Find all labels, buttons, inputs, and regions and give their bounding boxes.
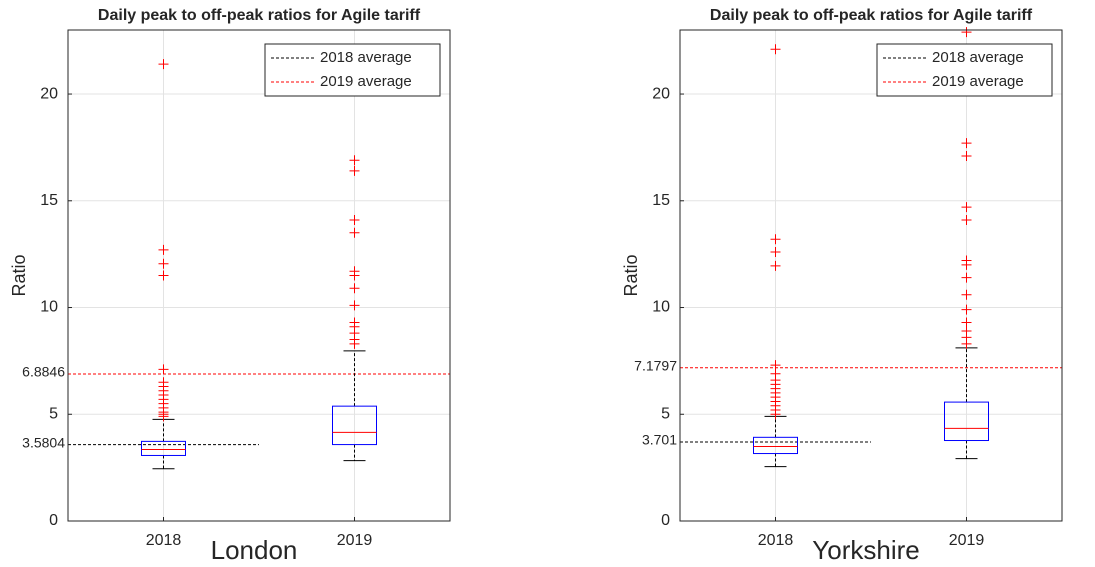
legend-box bbox=[876, 43, 1053, 97]
outlier bbox=[158, 244, 169, 255]
y-axis-label: Ratio bbox=[621, 254, 641, 296]
outlier bbox=[158, 364, 169, 375]
outlier bbox=[158, 59, 169, 70]
y-tick-label: 15 bbox=[40, 192, 58, 209]
outlier bbox=[770, 44, 781, 55]
y-tick-label: 20 bbox=[652, 85, 670, 102]
outlier bbox=[349, 165, 360, 176]
legend-label: 2018 average bbox=[320, 49, 412, 66]
outlier bbox=[961, 138, 972, 149]
box bbox=[753, 436, 798, 455]
outlier bbox=[349, 338, 360, 349]
outlier bbox=[770, 260, 781, 271]
y-tick-label: 0 bbox=[49, 512, 58, 529]
y-tick-label: 20 bbox=[40, 85, 58, 102]
outlier bbox=[158, 258, 169, 269]
axes-frame bbox=[679, 29, 1063, 522]
y-tick-label: 10 bbox=[652, 299, 670, 316]
caption: Yorkshire bbox=[812, 535, 919, 565]
outlier bbox=[961, 150, 972, 161]
outlier bbox=[349, 155, 360, 166]
axes-frame bbox=[67, 29, 451, 522]
outlier bbox=[349, 300, 360, 311]
box bbox=[332, 405, 377, 446]
y-tick-label: 5 bbox=[49, 405, 58, 422]
outlier bbox=[770, 247, 781, 258]
outlier bbox=[770, 360, 781, 371]
x-tick-label: 2018 bbox=[758, 532, 794, 549]
outlier bbox=[961, 214, 972, 225]
outlier bbox=[349, 283, 360, 294]
reference-label: 7.1797 bbox=[634, 357, 677, 373]
outlier bbox=[349, 227, 360, 238]
box bbox=[141, 440, 186, 456]
legend-label: 2019 average bbox=[320, 73, 412, 90]
legend-label: 2019 average bbox=[932, 73, 1024, 90]
outlier bbox=[158, 270, 169, 281]
y-tick-label: 10 bbox=[40, 299, 58, 316]
reference-label: 6.8846 bbox=[22, 364, 65, 380]
outlier bbox=[961, 304, 972, 315]
y-tick-label: 5 bbox=[661, 405, 670, 422]
x-tick-label: 2019 bbox=[949, 532, 985, 549]
caption: London bbox=[211, 535, 298, 565]
outlier bbox=[770, 409, 781, 420]
y-axis-label: Ratio bbox=[9, 254, 29, 296]
outlier bbox=[961, 289, 972, 300]
chart-title: Daily peak to off-peak ratios for Agile … bbox=[710, 7, 1033, 24]
outlier bbox=[961, 259, 972, 270]
outlier bbox=[961, 317, 972, 328]
outlier bbox=[961, 272, 972, 283]
legend-box bbox=[264, 43, 441, 97]
outlier bbox=[961, 202, 972, 213]
outlier bbox=[349, 270, 360, 281]
x-tick-label: 2019 bbox=[337, 532, 373, 549]
reference-label: 3.701 bbox=[642, 432, 677, 448]
legend-label: 2018 average bbox=[932, 49, 1024, 66]
outlier bbox=[158, 411, 169, 422]
y-tick-label: 0 bbox=[661, 512, 670, 529]
y-tick-label: 15 bbox=[652, 192, 670, 209]
outlier bbox=[770, 234, 781, 245]
chart-title: Daily peak to off-peak ratios for Agile … bbox=[98, 7, 421, 24]
box bbox=[944, 401, 989, 442]
reference-label: 3.5804 bbox=[22, 434, 65, 450]
outlier bbox=[961, 338, 972, 349]
outlier bbox=[961, 27, 972, 38]
outlier bbox=[349, 214, 360, 225]
x-tick-label: 2018 bbox=[146, 532, 182, 549]
